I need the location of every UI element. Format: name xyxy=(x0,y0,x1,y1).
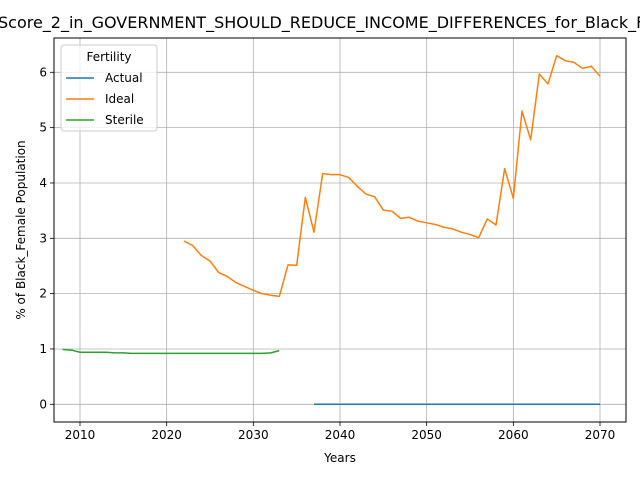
y-tick-label: 2 xyxy=(39,287,47,301)
x-tick-label: 2030 xyxy=(238,428,269,442)
legend-label-sterile: Sterile xyxy=(105,113,144,127)
grid xyxy=(54,38,626,422)
legend: Fertility Actual Ideal Sterile xyxy=(60,44,158,132)
chart-title: Score_2_in_GOVERNMENT_SHOULD_REDUCE_INCO… xyxy=(0,13,640,33)
y-tick-label: 0 xyxy=(39,397,47,411)
series-lines xyxy=(62,54,601,406)
x-tick-label: 2020 xyxy=(151,428,182,442)
y-axis: 0 1 2 3 4 5 6 xyxy=(39,65,54,411)
x-axis-label: Years xyxy=(323,451,356,465)
y-tick-label: 6 xyxy=(39,65,47,79)
x-tick-label: 2060 xyxy=(498,428,529,442)
x-tick-label: 2010 xyxy=(65,428,96,442)
legend-label-actual: Actual xyxy=(105,71,143,85)
series-line-sterile xyxy=(62,348,280,355)
x-tick-label: 2070 xyxy=(585,428,616,442)
y-tick-label: 5 xyxy=(39,121,47,135)
x-tick-label: 2050 xyxy=(411,428,442,442)
x-axis: 2010 2020 2030 2040 2050 2060 2070 xyxy=(65,422,616,442)
y-tick-label: 4 xyxy=(39,176,47,190)
y-tick-label: 1 xyxy=(39,342,47,356)
y-axis-label: % of Black_Female Population xyxy=(14,140,28,319)
x-tick-label: 2040 xyxy=(325,428,356,442)
legend-title: Fertility xyxy=(86,50,131,64)
legend-label-ideal: Ideal xyxy=(105,92,134,106)
legend-items: Actual Ideal Sterile xyxy=(66,71,144,127)
series-line-ideal xyxy=(183,54,601,298)
y-tick-label: 3 xyxy=(39,231,47,245)
legend-box xyxy=(60,44,158,132)
